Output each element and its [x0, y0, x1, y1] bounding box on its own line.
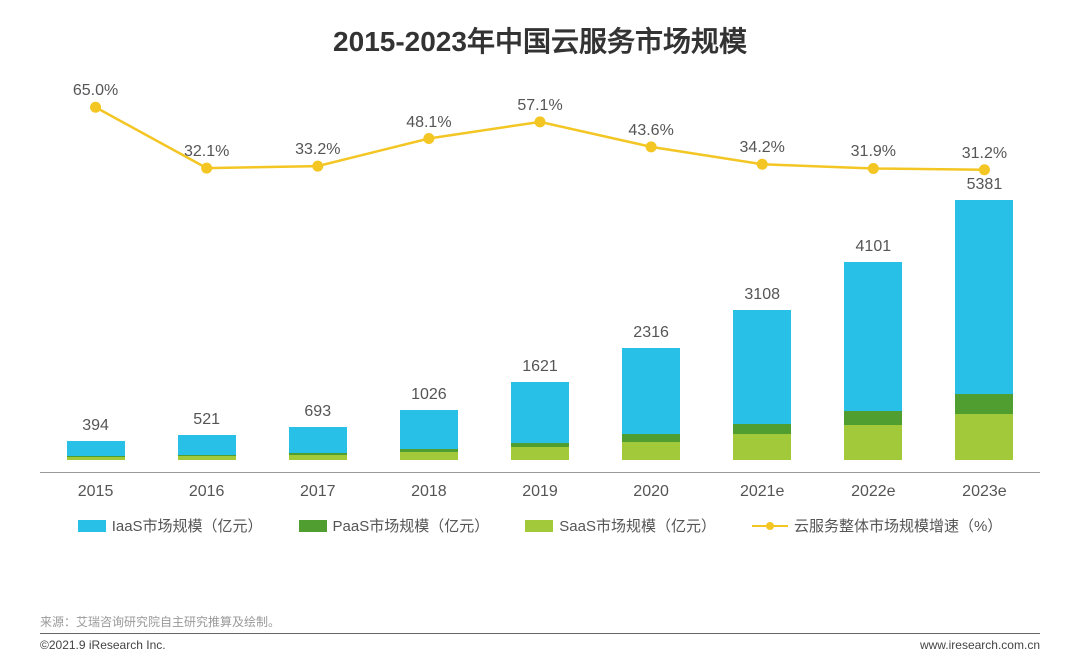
x-axis-label: 2023e: [929, 483, 1040, 501]
bar-stack: [178, 435, 236, 460]
plot-region: 394 521 693 1026 1621 2316 3108 4101 5381 65.0% 3…: [40, 80, 1040, 460]
legend-swatch: [299, 520, 327, 532]
x-axis-label: 2017: [262, 483, 373, 501]
bar-total-label: 521: [193, 411, 220, 429]
legend-label: IaaS市场规模（亿元）: [112, 515, 263, 536]
growth-line-label: 57.1%: [517, 97, 562, 115]
bar-segment: [289, 427, 347, 454]
footer-divider: [40, 633, 1040, 634]
growth-line-marker: [868, 163, 878, 173]
growth-line-marker: [979, 165, 989, 175]
growth-line-label: 32.1%: [184, 143, 229, 161]
growth-line-label: 33.2%: [295, 141, 340, 159]
growth-line-marker: [424, 134, 434, 144]
bar-segment: [844, 425, 902, 460]
bar-stack: [289, 427, 347, 460]
growth-line-marker: [313, 161, 323, 171]
bar-segment: [289, 455, 347, 460]
bar-segment: [67, 441, 125, 456]
x-axis: 2015201620172018201920202021e2022e2023e: [40, 472, 1040, 501]
growth-line-marker: [757, 159, 767, 169]
legend-label: 云服务整体市场规模增速（%）: [794, 515, 1002, 536]
legend-item: PaaS市场规模（亿元）: [299, 515, 490, 536]
chart-title: 2015-2023年中国云服务市场规模: [40, 20, 1040, 60]
legend-swatch: [525, 520, 553, 532]
bar-slot: 693: [262, 403, 373, 460]
x-axis-label: 2022e: [818, 483, 929, 501]
bar-total-label: 5381: [967, 176, 1003, 194]
bar-slot: 4101: [818, 238, 929, 460]
bar-slot: 521: [151, 411, 262, 460]
bar-total-label: 4101: [856, 238, 892, 256]
x-axis-label: 2015: [40, 483, 151, 501]
legend: IaaS市场规模（亿元） PaaS市场规模（亿元） SaaS市场规模（亿元） 云服务整…: [40, 515, 1040, 536]
website-text: www.iresearch.com.cn: [920, 638, 1040, 652]
bar-total-label: 2316: [633, 324, 669, 342]
bar-total-label: 394: [82, 417, 109, 435]
bar-segment: [844, 411, 902, 426]
bar-slot: 5381: [929, 176, 1040, 460]
bar-stack: [844, 262, 902, 460]
bar-segment: [955, 200, 1013, 394]
growth-line-marker: [91, 102, 101, 112]
bar-slot: 3108: [707, 286, 818, 460]
bar-segment: [622, 348, 680, 434]
legend-item: IaaS市场规模（亿元）: [78, 515, 263, 536]
bar-segment: [400, 452, 458, 460]
bar-stack: [955, 200, 1013, 460]
growth-line-label: 65.0%: [73, 82, 118, 100]
bar-segment: [178, 456, 236, 460]
bar-segment: [67, 457, 125, 460]
bar-slot: 2316: [596, 324, 707, 460]
bar-segment: [178, 435, 236, 455]
growth-line-label: 31.2%: [962, 145, 1007, 163]
bar-segment: [733, 310, 791, 424]
bar-stack: [733, 310, 791, 460]
bar-total-label: 3108: [744, 286, 780, 304]
bar-stack: [622, 348, 680, 460]
bar-stack: [67, 441, 125, 460]
bar-total-label: 1026: [411, 386, 447, 404]
bar-segment: [955, 414, 1013, 460]
legend-item: SaaS市场规模（亿元）: [525, 515, 716, 536]
x-axis-label: 2021e: [707, 483, 818, 501]
bar-segment: [622, 434, 680, 442]
legend-swatch: [78, 520, 106, 532]
bars-row: 394521693102616212316310841015381: [40, 180, 1040, 460]
bar-segment: [844, 262, 902, 411]
bar-total-label: 693: [304, 403, 331, 421]
legend-label: SaaS市场规模（亿元）: [559, 515, 716, 536]
growth-line-marker: [202, 163, 212, 173]
bar-slot: 1026: [373, 386, 484, 460]
bar-slot: 1621: [484, 358, 595, 460]
growth-line-marker: [535, 117, 545, 127]
bar-segment: [622, 442, 680, 460]
chart-area: 394 521 693 1026 1621 2316 3108 4101 5381 65.0% 3…: [40, 80, 1040, 540]
bar-segment: [733, 424, 791, 435]
x-axis-label: 2020: [596, 483, 707, 501]
x-axis-label: 2016: [151, 483, 262, 501]
bar-segment: [400, 410, 458, 449]
x-axis-label: 2018: [373, 483, 484, 501]
bar-segment: [511, 447, 569, 460]
growth-line-label: 31.9%: [851, 143, 896, 161]
bar-segment: [955, 394, 1013, 413]
bar-segment: [733, 434, 791, 460]
legend-line-icon: [752, 520, 788, 532]
bar-stack: [400, 410, 458, 460]
copyright-text: ©2021.9 iResearch Inc.: [40, 638, 166, 652]
growth-line-label: 34.2%: [740, 139, 785, 157]
bar-slot: 394: [40, 417, 151, 460]
growth-line-label: 48.1%: [406, 113, 451, 131]
bar-total-label: 1621: [522, 358, 558, 376]
chart-container: 2015-2023年中国云服务市场规模 394 521 693 1026 1621 231…: [0, 0, 1080, 662]
growth-line-marker: [646, 142, 656, 152]
bar-segment: [511, 382, 569, 443]
source-text: 来源：艾瑞咨询研究院自主研究推算及绘制。: [40, 613, 280, 630]
legend-label: PaaS市场规模（亿元）: [333, 515, 490, 536]
bar-stack: [511, 382, 569, 460]
legend-item: 云服务整体市场规模增速（%）: [752, 515, 1002, 536]
growth-line-label: 43.6%: [628, 122, 673, 140]
x-axis-label: 2019: [484, 483, 595, 501]
